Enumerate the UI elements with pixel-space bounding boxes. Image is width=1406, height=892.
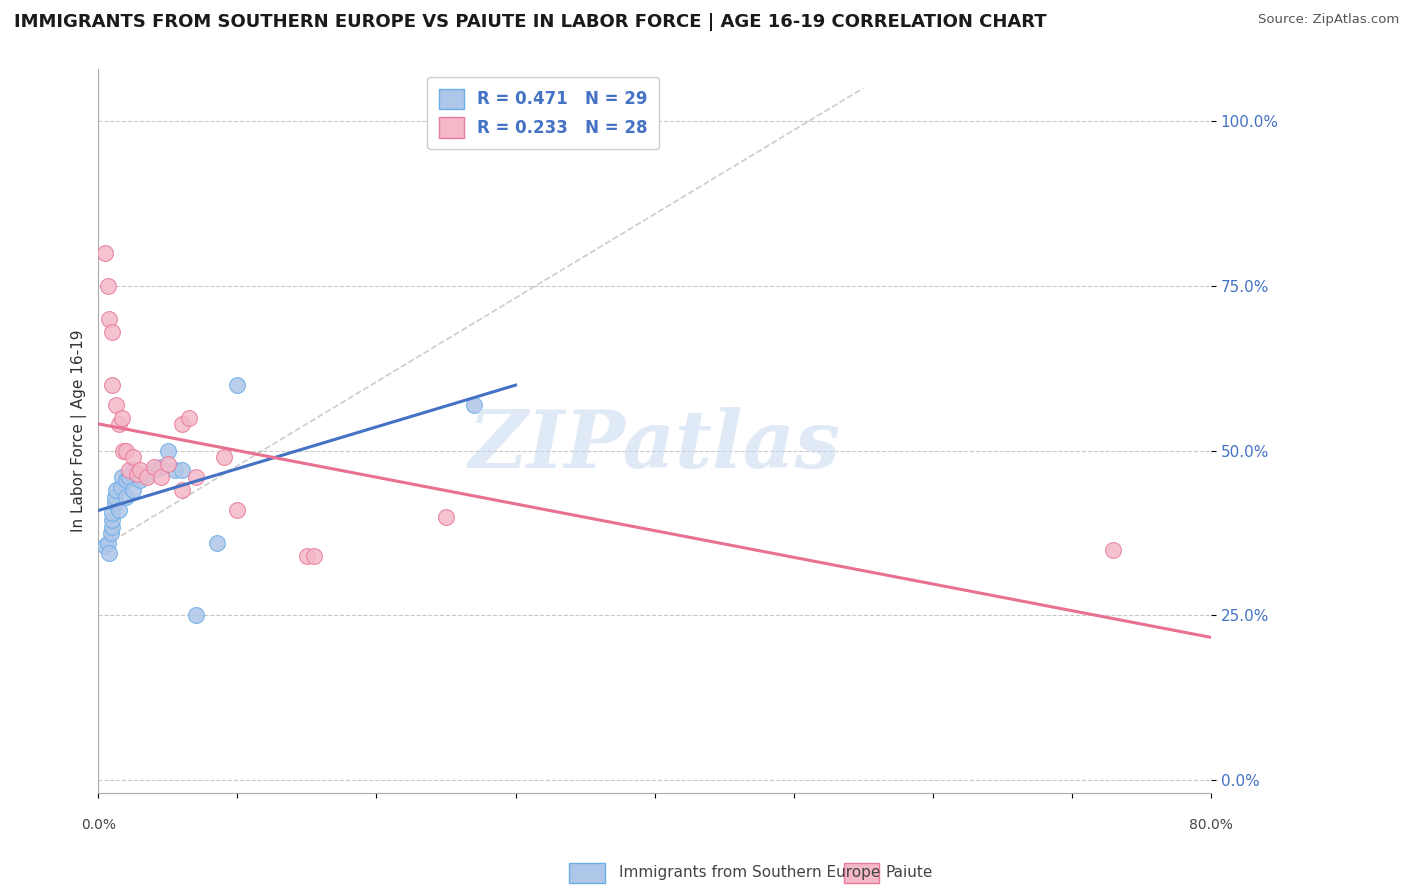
Text: Paiute: Paiute	[886, 865, 934, 880]
Point	[177, 410, 200, 425]
Point	[170, 463, 193, 477]
Point	[129, 474, 152, 488]
Point	[156, 457, 179, 471]
Text: ZIPatlas: ZIPatlas	[468, 407, 841, 484]
Point	[212, 450, 235, 465]
Point	[136, 467, 159, 481]
Point	[1102, 542, 1125, 557]
Point	[149, 460, 172, 475]
Point	[98, 546, 121, 560]
Point	[226, 377, 249, 392]
Point	[295, 549, 318, 564]
Point	[110, 480, 132, 494]
Point	[118, 470, 141, 484]
Point	[170, 483, 193, 498]
Point	[136, 470, 159, 484]
Point	[122, 463, 145, 477]
Point	[226, 503, 249, 517]
Point	[105, 398, 128, 412]
Point	[205, 536, 228, 550]
Point	[156, 443, 179, 458]
Point	[101, 325, 124, 339]
Point	[100, 526, 122, 541]
Point	[104, 490, 127, 504]
Y-axis label: In Labor Force | Age 16-19: In Labor Force | Age 16-19	[72, 330, 87, 533]
Point	[163, 463, 186, 477]
Point	[143, 463, 166, 477]
Point	[184, 470, 207, 484]
Point	[170, 417, 193, 432]
Point	[105, 483, 128, 498]
Point	[108, 503, 131, 517]
Point	[115, 443, 138, 458]
Point	[149, 470, 172, 484]
Point	[104, 496, 127, 510]
Point	[115, 474, 138, 488]
Point	[101, 377, 124, 392]
Point	[94, 539, 117, 553]
Point	[143, 460, 166, 475]
Point	[122, 450, 145, 465]
Point	[463, 398, 485, 412]
Text: Immigrants from Southern Europe: Immigrants from Southern Europe	[619, 865, 880, 880]
Text: Source: ZipAtlas.com: Source: ZipAtlas.com	[1258, 13, 1399, 27]
Point	[97, 279, 120, 293]
Text: 80.0%: 80.0%	[1189, 818, 1233, 832]
Point	[127, 467, 149, 481]
Point	[118, 463, 141, 477]
Point	[94, 246, 117, 260]
Point	[101, 519, 124, 533]
Point	[101, 506, 124, 520]
Point	[111, 410, 134, 425]
Point	[115, 490, 138, 504]
Legend: R = 0.471   N = 29, R = 0.233   N = 28: R = 0.471 N = 29, R = 0.233 N = 28	[427, 77, 659, 149]
Point	[302, 549, 325, 564]
Point	[434, 509, 457, 524]
Point	[108, 417, 131, 432]
Text: IMMIGRANTS FROM SOUTHERN EUROPE VS PAIUTE IN LABOR FORCE | AGE 16-19 CORRELATION: IMMIGRANTS FROM SOUTHERN EUROPE VS PAIUT…	[14, 13, 1046, 31]
Point	[101, 513, 124, 527]
Point	[122, 483, 145, 498]
Point	[112, 443, 135, 458]
Point	[97, 536, 120, 550]
Point	[184, 608, 207, 623]
Point	[111, 470, 134, 484]
Point	[98, 312, 121, 326]
Text: 0.0%: 0.0%	[82, 818, 115, 832]
Point	[129, 463, 152, 477]
